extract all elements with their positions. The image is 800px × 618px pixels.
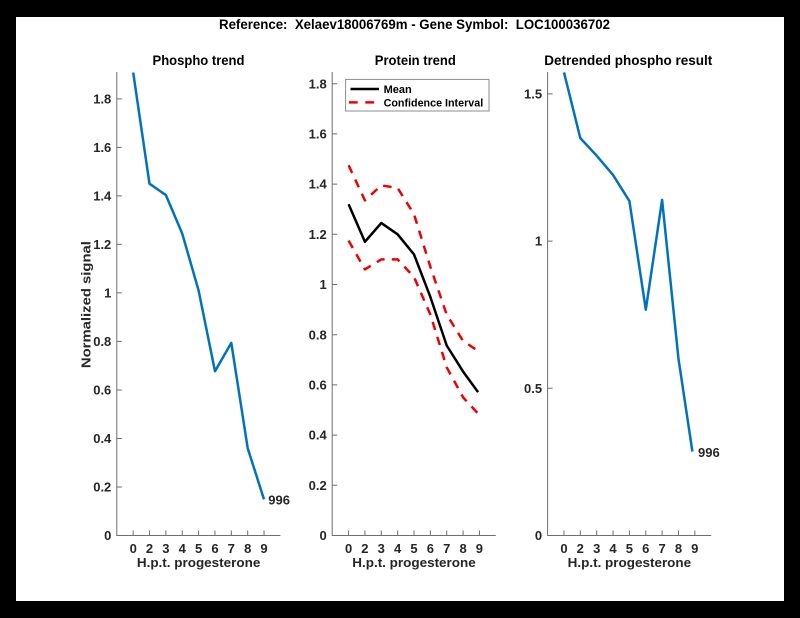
- svg-text:1.6: 1.6: [93, 140, 111, 155]
- svg-text:5: 5: [626, 541, 633, 556]
- svg-text:0: 0: [535, 528, 542, 543]
- svg-text:0: 0: [319, 528, 326, 543]
- svg-text:1.2: 1.2: [309, 227, 327, 242]
- svg-text:8: 8: [244, 541, 251, 556]
- svg-text:3: 3: [378, 541, 385, 556]
- svg-text:5: 5: [410, 541, 417, 556]
- svg-text:5: 5: [195, 541, 202, 556]
- svg-text:1.6: 1.6: [309, 127, 327, 142]
- svg-text:H.p.t. progesterone: H.p.t. progesterone: [137, 555, 261, 570]
- svg-text:0.6: 0.6: [309, 378, 327, 393]
- svg-text:1.8: 1.8: [309, 76, 327, 91]
- svg-text:8: 8: [459, 541, 466, 556]
- svg-text:6: 6: [427, 541, 434, 556]
- svg-text:0.2: 0.2: [93, 480, 111, 495]
- svg-text:9: 9: [476, 541, 483, 556]
- svg-text:9: 9: [260, 541, 267, 556]
- svg-text:4: 4: [179, 541, 187, 556]
- svg-text:0: 0: [104, 528, 111, 543]
- svg-text:Detrended phospho result: Detrended phospho result: [544, 52, 712, 68]
- svg-text:Mean: Mean: [384, 84, 412, 96]
- svg-text:0.6: 0.6: [93, 383, 111, 398]
- svg-text:0.8: 0.8: [309, 327, 327, 342]
- svg-text:4: 4: [609, 541, 617, 556]
- svg-text:Reference: Xelaev18006769m -: Reference: Xelaev18006769m - Gene Symbol…: [219, 16, 610, 32]
- svg-text:3: 3: [593, 541, 600, 556]
- svg-text:996: 996: [268, 492, 290, 507]
- svg-text:1.8: 1.8: [93, 91, 111, 106]
- svg-text:7: 7: [228, 541, 235, 556]
- svg-text:Confidence Interval: Confidence Interval: [384, 97, 484, 109]
- svg-text:2: 2: [577, 541, 584, 556]
- svg-text:H.p.t. progesterone: H.p.t. progesterone: [352, 555, 476, 570]
- svg-text:0: 0: [560, 541, 567, 556]
- svg-text:0.4: 0.4: [309, 428, 328, 443]
- svg-text:996: 996: [698, 445, 720, 460]
- svg-text:0: 0: [345, 541, 352, 556]
- svg-text:H.p.t. progesterone: H.p.t. progesterone: [568, 555, 692, 570]
- svg-text:2: 2: [146, 541, 153, 556]
- svg-text:Protein trend: Protein trend: [375, 52, 456, 68]
- svg-text:0.8: 0.8: [93, 334, 111, 349]
- svg-text:Phospho trend: Phospho trend: [153, 52, 245, 68]
- svg-text:1.4: 1.4: [93, 189, 112, 204]
- svg-text:9: 9: [691, 541, 698, 556]
- svg-text:1: 1: [319, 277, 326, 292]
- svg-text:0.4: 0.4: [93, 431, 112, 446]
- svg-text:0: 0: [130, 541, 137, 556]
- svg-text:0.2: 0.2: [309, 478, 327, 493]
- svg-text:1.5: 1.5: [524, 87, 542, 102]
- svg-text:4: 4: [394, 541, 402, 556]
- svg-text:1.2: 1.2: [93, 237, 111, 252]
- svg-text:2: 2: [361, 541, 368, 556]
- svg-text:1: 1: [535, 234, 542, 249]
- svg-text:Normalized signal: Normalized signal: [79, 241, 94, 368]
- svg-text:3: 3: [162, 541, 169, 556]
- svg-text:0.5: 0.5: [524, 381, 542, 396]
- svg-text:6: 6: [211, 541, 218, 556]
- svg-text:1.4: 1.4: [309, 177, 328, 192]
- svg-text:6: 6: [642, 541, 649, 556]
- svg-text:1: 1: [104, 286, 111, 301]
- svg-text:8: 8: [675, 541, 682, 556]
- svg-text:7: 7: [658, 541, 665, 556]
- svg-text:7: 7: [443, 541, 450, 556]
